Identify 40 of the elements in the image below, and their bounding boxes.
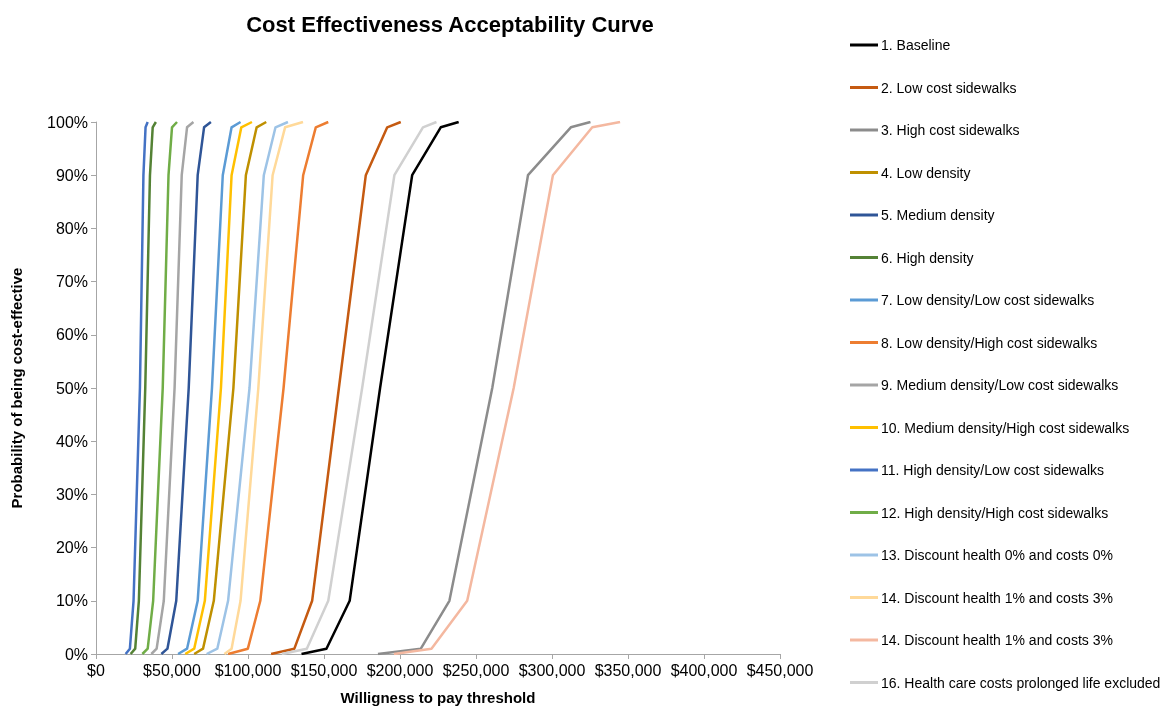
y-tick-label: 90% [55,166,88,184]
y-tick-label: 80% [55,219,88,237]
y-tick-label: 40% [55,432,88,450]
y-tick-label: 30% [55,485,88,503]
x-tick-label: $150,000 [290,661,358,679]
y-tick-label: 20% [55,539,88,557]
legend-label: 14. Discount health 1% and costs 3% [881,589,1113,606]
y-tick-label: 10% [55,592,88,610]
x-tick-label: $350,000 [594,661,662,679]
legend-label: 1. Baseline [881,37,951,53]
legend-label: 4. Low density [881,164,971,181]
x-axis-title: Willigness to pay threshold [340,689,536,706]
x-tick-label: $450,000 [746,661,814,679]
legend-label: 3. High cost sidewalks [881,122,1020,138]
x-tick-label: $400,000 [670,661,738,679]
x-tick-label: $100,000 [214,661,282,679]
legend-label: 13. Discount health 0% and costs 0% [881,547,1113,563]
y-tick-label: 100% [47,113,88,131]
legend-label: 6. High density [881,249,974,266]
legend-label: 9. Medium density/Low cost sidewalks [881,377,1119,393]
chart-title: Cost Effectiveness Acceptability Curve [246,11,654,37]
x-tick-label: $50,000 [143,661,202,679]
legend-label: 10. Medium density/High cost sidewalks [881,419,1130,436]
legend-label: 8. Low density/High cost sidewalks [881,334,1098,351]
legend-label: 14. Discount health 1% and costs 3% [881,632,1113,648]
y-tick-label: 60% [55,326,88,344]
x-tick-label: $250,000 [442,661,510,679]
x-tick-label: $200,000 [366,661,434,679]
legend-label: 7. Low density/Low cost sidewalks [881,292,1095,308]
y-tick-label: 0% [64,645,88,663]
legend-label: 2. Low cost sidewalks [881,79,1017,96]
y-axis-title: Probability of being cost-effective [8,267,25,509]
y-tick-label: 50% [55,379,88,397]
legend-label: 16. Health care costs prolonged life excluded [881,674,1161,691]
x-tick-label: $0 [87,661,105,679]
x-tick-label: $300,000 [518,661,586,679]
legend-label: 5. Medium density [881,207,995,223]
legend-label: 11. High density/Low cost sidewalks [881,462,1105,478]
legend-label: 12. High density/High cost sidewalks [881,504,1109,521]
y-tick-label: 70% [55,273,88,291]
